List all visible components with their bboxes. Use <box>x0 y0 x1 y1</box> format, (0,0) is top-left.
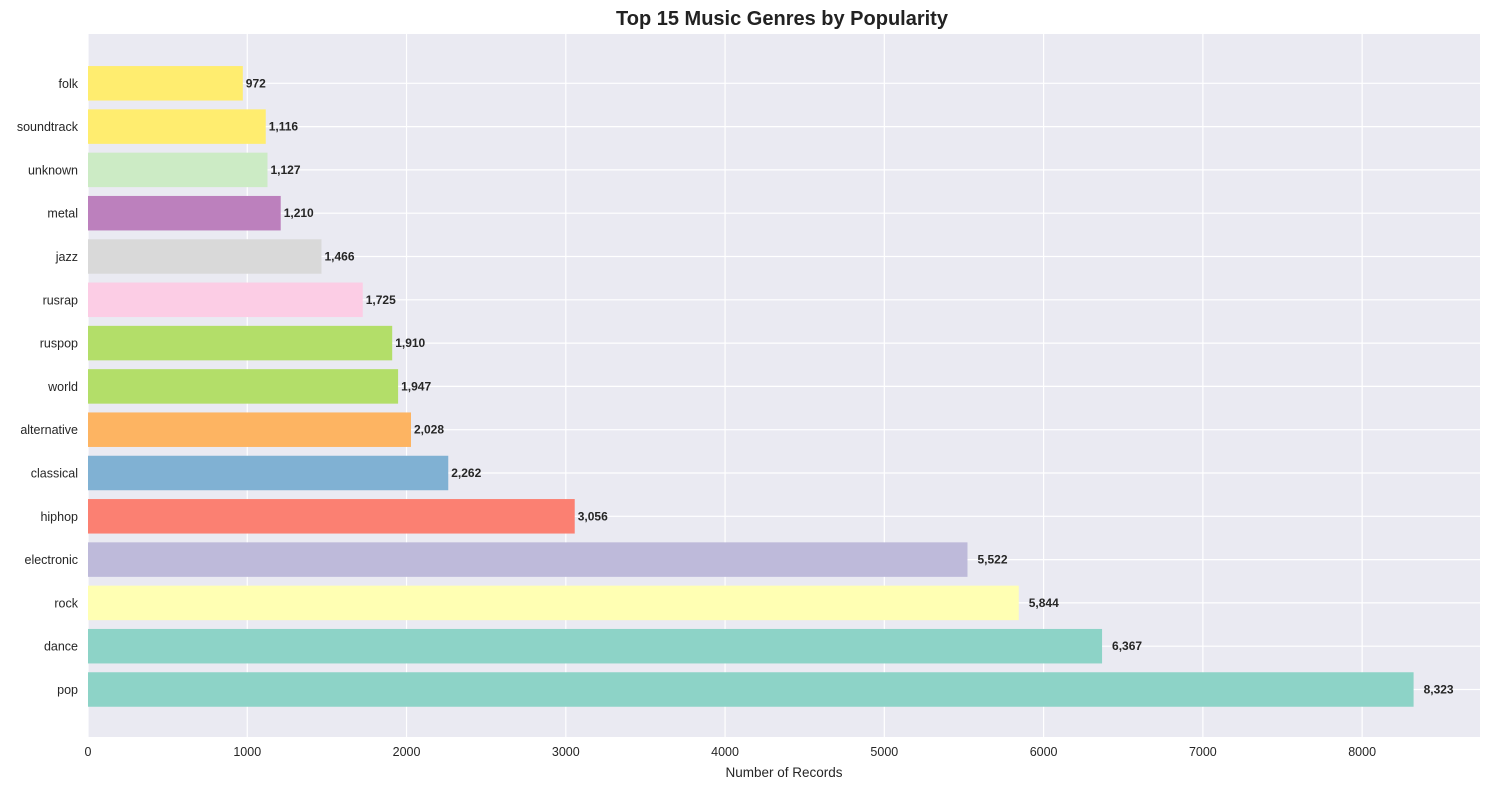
bar-dance <box>88 628 1103 664</box>
bar-value-label: 1,947 <box>401 379 431 393</box>
y-tick-label: hiphop <box>40 510 78 524</box>
y-tick-label: dance <box>44 640 78 654</box>
bar-folk <box>88 66 243 101</box>
y-tick-label: soundtrack <box>17 120 79 134</box>
bar-value-label: 8,323 <box>1424 683 1454 697</box>
bar-value-label: 1,127 <box>270 163 300 177</box>
x-tick-label: 5000 <box>870 745 898 759</box>
x-tick-label: 1000 <box>233 745 261 759</box>
y-tick-label: unknown <box>28 163 78 177</box>
bar-value-label: 1,210 <box>284 206 314 220</box>
bar-value-label: 2,028 <box>414 423 444 437</box>
bar-world <box>88 369 399 404</box>
y-tick-labels: pop dance rock electronic hiphop classical alt… <box>17 77 79 697</box>
x-tick-label: 0 <box>85 745 92 759</box>
x-tick-labels: 0 1000 2000 3000 4000 5000 6000 7000 8000 <box>85 745 1377 759</box>
x-axis-label: Number of Records <box>725 765 842 780</box>
y-tick-label: electronic <box>25 553 79 567</box>
bar-unknown <box>88 152 268 188</box>
bar-rusrap <box>88 282 363 318</box>
y-tick-label: rusrap <box>43 293 78 307</box>
bar-value-label: 1,116 <box>269 120 299 134</box>
bar-soundtrack <box>88 109 266 144</box>
x-tick-label: 4000 <box>711 745 739 759</box>
x-tick-label: 3000 <box>552 745 580 759</box>
bar-value-label: 1,910 <box>395 336 425 350</box>
bar-value-label: 2,262 <box>451 466 481 480</box>
bar-value-labels: 8,323 6,367 5,844 5,522 3,056 2,262 2,028 1,947… <box>246 76 1454 696</box>
x-tick-label: 2000 <box>393 745 421 759</box>
bar-value-label: 972 <box>246 76 266 90</box>
bar-classical <box>88 455 449 491</box>
bar-rock <box>88 585 1019 621</box>
bar-alternative <box>88 412 411 447</box>
chart-title: Top 15 Music Genres by Popularity <box>616 8 949 30</box>
x-tick-label: 8000 <box>1348 745 1376 759</box>
bar-pop <box>88 672 1414 707</box>
y-tick-label: folk <box>59 77 79 91</box>
bar-value-label: 3,056 <box>578 509 608 523</box>
bar-value-label: 5,522 <box>977 553 1007 567</box>
bar-electronic <box>88 542 968 577</box>
x-tick-label: 6000 <box>1030 745 1058 759</box>
bar-value-label: 5,844 <box>1029 596 1059 610</box>
bars <box>88 66 1414 707</box>
y-tick-label: metal <box>47 207 78 221</box>
y-tick-label: classical <box>31 467 78 481</box>
bar-ruspop <box>88 325 393 361</box>
y-tick-label: rock <box>54 596 78 610</box>
bar-hiphop <box>88 499 575 534</box>
y-tick-label: ruspop <box>40 337 78 351</box>
y-tick-label: alternative <box>20 423 78 437</box>
bar-metal <box>88 195 281 231</box>
y-tick-label: world <box>47 380 78 394</box>
bar-value-label: 1,466 <box>324 250 354 264</box>
y-tick-label: pop <box>57 683 78 697</box>
bar-value-label: 6,367 <box>1112 639 1142 653</box>
y-tick-label: jazz <box>55 250 78 264</box>
bar-jazz <box>88 239 322 274</box>
x-tick-label: 7000 <box>1189 745 1217 759</box>
bar-value-label: 1,725 <box>366 293 396 307</box>
